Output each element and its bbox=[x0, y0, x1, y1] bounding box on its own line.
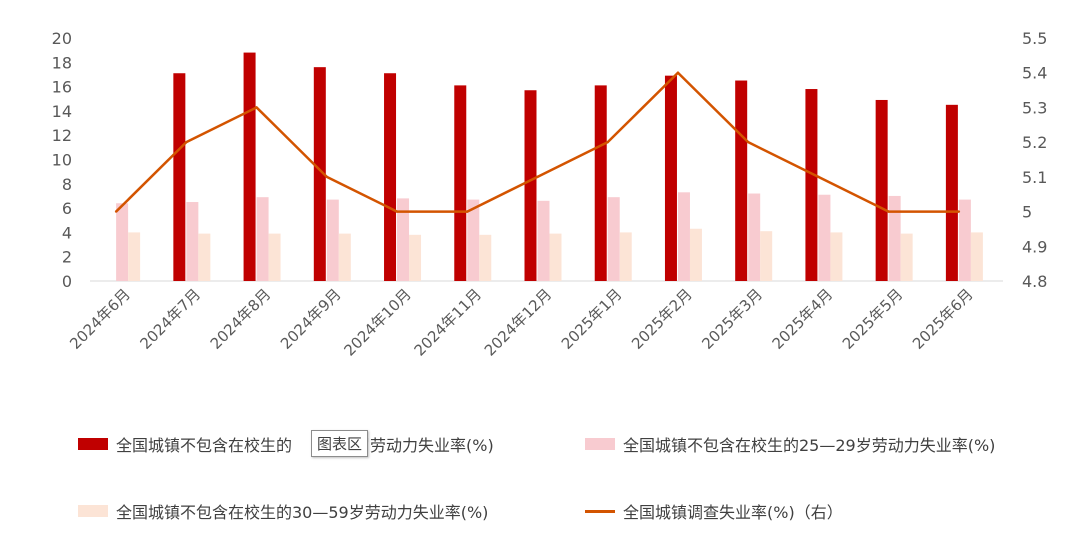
line-point bbox=[606, 140, 609, 144]
x-tick-label: 2025年2月 bbox=[628, 285, 696, 353]
y-left-tick-label: 20 bbox=[52, 29, 72, 48]
x-tick-label: 2024年10月 bbox=[340, 285, 414, 359]
bar-30-59 bbox=[338, 233, 351, 281]
bar-30-59 bbox=[198, 233, 211, 281]
legend-item-unemployment-rate[interactable]: 全国城镇调查失业率(%)（右） bbox=[585, 499, 843, 523]
bar-16-24 bbox=[454, 85, 467, 281]
line-point bbox=[957, 210, 961, 213]
line-point bbox=[536, 175, 539, 179]
y-right-tick-label: 5.3 bbox=[1022, 98, 1047, 117]
bar-16-24 bbox=[384, 73, 397, 281]
y-right-tick-label: 4.8 bbox=[1022, 272, 1047, 291]
y-right-tick-label: 5.4 bbox=[1022, 64, 1047, 83]
line-unemployment-rate bbox=[115, 71, 959, 213]
bar-30-59 bbox=[128, 232, 141, 281]
bar-25-29 bbox=[748, 193, 761, 281]
bar-16-24 bbox=[664, 75, 677, 281]
bar-16-24 bbox=[945, 104, 958, 281]
legend-label-30-59: 全国城镇不包含在校生的30—59岁劳动力失业率(%) bbox=[116, 503, 489, 522]
legend-swatch-30-59 bbox=[78, 505, 108, 517]
legend-swatch-16-24 bbox=[78, 438, 108, 450]
bar-25-29 bbox=[467, 199, 480, 281]
y-right-tick-label: 4.9 bbox=[1022, 237, 1047, 256]
line-point bbox=[395, 210, 399, 213]
bar-30-59 bbox=[970, 232, 983, 281]
bar-16-24 bbox=[173, 73, 186, 281]
y-left-tick-label: 18 bbox=[52, 53, 72, 72]
y-right-tick-label: 5.1 bbox=[1022, 168, 1047, 187]
bar-25-29 bbox=[326, 199, 339, 281]
bar-16-24 bbox=[243, 52, 256, 281]
x-tick-label: 2024年8月 bbox=[207, 285, 275, 353]
bar-30-59 bbox=[479, 234, 492, 281]
x-tick-label: 2025年6月 bbox=[909, 285, 977, 353]
bar-25-29 bbox=[677, 192, 690, 281]
bar-30-59 bbox=[549, 233, 562, 281]
bar-25-29 bbox=[818, 194, 831, 281]
legend-label-unemployment-rate: 全国城镇调查失业率(%)（右） bbox=[623, 503, 843, 522]
bar-25-29 bbox=[256, 197, 269, 281]
bar-16-24 bbox=[594, 85, 607, 281]
y-left-tick-label: 14 bbox=[52, 102, 72, 121]
bar-25-29 bbox=[888, 195, 901, 281]
legend-label-16-24-start: 全国城镇不包含在校生的 bbox=[116, 436, 293, 455]
bar-16-24 bbox=[313, 67, 326, 281]
legend-label-25-29: 全国城镇不包含在校生的25—29岁劳动力失业率(%) bbox=[623, 436, 996, 455]
line-point bbox=[255, 106, 258, 109]
x-tick-label: 2025年3月 bbox=[698, 285, 766, 353]
x-tick-label: 2024年6月 bbox=[66, 285, 134, 353]
line-point bbox=[817, 175, 820, 179]
line-point bbox=[466, 210, 469, 213]
legend-item-25-29[interactable]: 全国城镇不包含在校生的25—29岁劳动力失业率(%) bbox=[585, 432, 995, 456]
bar-16-24 bbox=[875, 99, 888, 281]
bar-30-59 bbox=[268, 233, 281, 281]
line-point bbox=[114, 210, 118, 213]
line-point bbox=[746, 140, 750, 144]
bar-25-29 bbox=[116, 203, 129, 281]
line-point bbox=[676, 71, 680, 74]
line-point bbox=[185, 140, 188, 144]
bar-30-59 bbox=[619, 232, 632, 281]
y-left-tick-label: 16 bbox=[52, 78, 72, 97]
bar-25-29 bbox=[958, 199, 971, 281]
bar-25-29 bbox=[607, 197, 620, 281]
bar-30-59 bbox=[409, 234, 422, 281]
y-right-tick-label: 5.5 bbox=[1022, 29, 1047, 48]
y-left-tick-label: 12 bbox=[52, 126, 72, 145]
bar-30-59 bbox=[830, 232, 843, 281]
legend-line-unemployment-rate bbox=[585, 509, 615, 513]
y-left-tick-label: 6 bbox=[62, 199, 72, 218]
legend-label-16-24-end: 岁劳动力失业率(%) bbox=[354, 436, 494, 455]
bar-30-59 bbox=[900, 233, 913, 281]
y-right-tick-label: 5.2 bbox=[1022, 133, 1047, 152]
x-tick-label: 2024年9月 bbox=[277, 285, 345, 353]
bar-25-29 bbox=[537, 200, 550, 281]
x-tick-label: 2025年5月 bbox=[839, 285, 907, 353]
chart-area-tooltip: 图表区 bbox=[311, 430, 369, 457]
bar-16-24 bbox=[735, 80, 748, 282]
legend-swatch-25-29 bbox=[585, 438, 615, 450]
y-left-tick-label: 8 bbox=[62, 175, 72, 194]
y-left-tick-label: 2 bbox=[62, 248, 72, 267]
line-point bbox=[325, 175, 329, 179]
bar-30-59 bbox=[760, 231, 773, 281]
legend-item-16-24[interactable]: 全国城镇不包含在校生的 岁劳动力失业率(%) bbox=[78, 432, 494, 456]
bar-16-24 bbox=[805, 89, 818, 281]
y-left-tick-label: 0 bbox=[62, 272, 72, 291]
x-tick-label: 2025年4月 bbox=[769, 285, 837, 353]
y-right-tick-label: 5 bbox=[1022, 203, 1032, 222]
x-tick-label: 2025年1月 bbox=[558, 285, 626, 353]
bar-30-59 bbox=[689, 228, 702, 281]
bar-16-24 bbox=[524, 90, 537, 282]
y-left-tick-label: 10 bbox=[52, 151, 72, 170]
x-tick-label: 2024年7月 bbox=[136, 285, 204, 353]
bar-25-29 bbox=[186, 202, 199, 281]
bar-25-29 bbox=[397, 198, 410, 281]
y-left-tick-label: 4 bbox=[62, 223, 72, 242]
line-point bbox=[887, 210, 890, 213]
x-tick-label: 2024年11月 bbox=[411, 285, 485, 359]
legend-item-30-59[interactable]: 全国城镇不包含在校生的30—59岁劳动力失业率(%) bbox=[78, 499, 488, 523]
x-tick-label: 2024年12月 bbox=[481, 285, 555, 359]
